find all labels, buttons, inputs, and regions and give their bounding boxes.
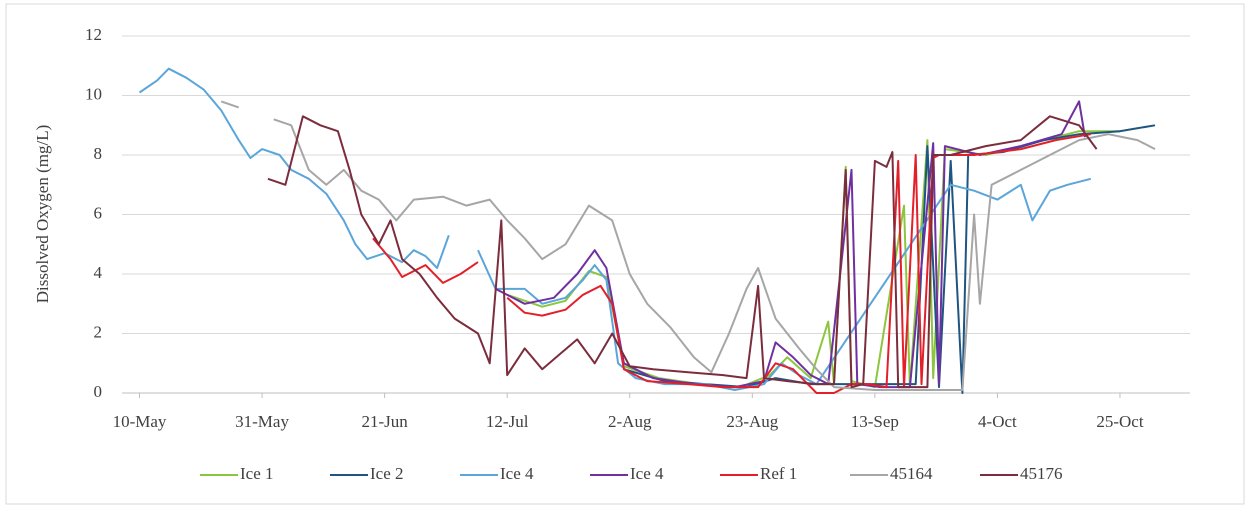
y-tick-label: 12 (85, 25, 102, 44)
chart-border (5, 3, 1245, 505)
x-tick-label: 12-Jul (486, 412, 529, 431)
legend-label: Ice 1 (240, 464, 274, 483)
x-tick-label: 25-Oct (1096, 412, 1143, 431)
series-line (495, 100, 1086, 389)
y-tick-label: 6 (94, 203, 103, 222)
legend-label: Ice 4 (500, 464, 534, 483)
legend-label: Ice 4 (630, 464, 664, 483)
x-tick-label: 21-Jun (361, 412, 408, 431)
x-tick-label: 2-Aug (608, 412, 652, 431)
series-line (623, 124, 1156, 394)
legend-label: Ice 2 (370, 464, 404, 483)
x-tick-label: 10-May (113, 412, 167, 431)
y-tick-label: 4 (94, 263, 103, 282)
y-tick-label: 0 (94, 382, 103, 401)
x-tick-label: 4-Oct (978, 412, 1017, 431)
series-line (220, 100, 1156, 391)
x-tick-label: 23-Aug (726, 412, 778, 431)
legend-label: 45164 (890, 464, 933, 483)
series-line (267, 115, 1098, 389)
series-line (506, 127, 1138, 389)
y-tick-label: 8 (94, 144, 103, 163)
y-tick-label: 10 (85, 84, 102, 103)
legend-label: Ref 1 (760, 464, 797, 483)
x-tick-label: 31-May (235, 412, 289, 431)
legend-label: 45176 (1020, 464, 1063, 483)
series-line (372, 133, 1091, 394)
y-axis-title: Dissolved Oxygen (mg/L) (33, 125, 52, 303)
x-tick-label: 13-Sep (851, 412, 899, 431)
y-tick-label: 2 (94, 322, 103, 341)
series-line (138, 67, 1092, 391)
